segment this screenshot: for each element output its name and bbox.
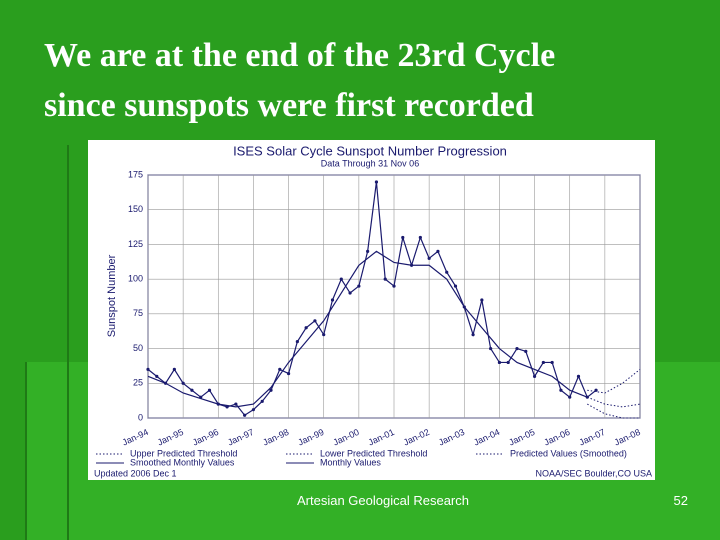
legend-label: Lower Predicted Threshold [320,448,427,458]
data-point [418,235,422,240]
data-point [462,305,466,309]
data-point [436,249,440,253]
data-point [348,291,352,295]
data-point [190,388,194,392]
legend-label: Monthly Values [320,457,381,467]
slide-title: since sunspots were first recorded [44,87,534,124]
data-point [366,249,370,253]
data-point [480,298,484,302]
y-tick-label: 25 [133,378,143,388]
data-point [172,367,176,371]
data-point [146,367,150,371]
data-point [409,263,414,267]
legend-label: Predicted Values (Smoothed) [510,448,627,458]
y-tick-label: 175 [128,169,143,179]
data-point [199,395,203,399]
data-point [243,413,247,417]
legend-label: Smoothed Monthly Values [130,457,235,467]
data-point [576,374,581,378]
data-point [322,333,326,337]
data-point [541,360,545,365]
data-point [471,333,475,337]
data-point [313,319,317,323]
data-point [260,399,264,403]
data-point [427,256,431,260]
data-point [163,381,168,385]
y-tick-label: 125 [128,239,143,249]
y-tick-label: 0 [138,412,143,422]
data-point [155,374,159,378]
footer: Artesian Geological Research [297,493,469,508]
data-point [234,402,238,406]
y-axis-label: Sunspot Number [106,254,118,337]
series-line [587,396,641,408]
series-line [147,181,597,417]
data-point [506,360,510,365]
data-point [269,388,273,392]
data-point [568,395,572,399]
chart-note: NOAA/SEC Boulder,CO USA [535,468,652,478]
data-point [401,235,405,240]
page-number: 52 [674,493,688,508]
series-line [587,403,640,419]
data-point [524,349,528,353]
data-point [594,388,598,392]
data-point [453,284,458,288]
y-tick-label: 150 [128,204,143,214]
data-point [181,381,185,385]
data-point [357,284,361,288]
data-point [251,408,256,412]
data-point [392,284,396,288]
data-point [286,371,291,376]
data-point [207,388,212,392]
data-point [278,367,282,371]
data-point [497,360,502,365]
data-point [445,270,449,274]
chart-title: ISES Solar Cycle Sunspot Number Progress… [233,143,507,158]
data-point [550,360,554,365]
y-tick-label: 50 [133,343,143,353]
chart-background [88,140,655,480]
data-point [216,402,220,406]
data-point [585,395,589,399]
data-point [374,180,379,184]
data-point [489,346,493,351]
data-point [532,374,537,378]
data-point [295,340,299,344]
chart-note: Updated 2006 Dec 1 [94,468,177,478]
data-point [559,388,563,392]
series-line [587,369,641,394]
data-point [339,277,343,281]
data-point [330,298,335,302]
y-tick-label: 75 [133,308,143,318]
data-point [225,405,229,409]
data-point [304,326,308,330]
data-point [515,346,519,351]
slide-title: We are at the end of the 23rd Cycle [44,37,555,74]
data-point [383,277,387,281]
legend-label: Upper Predicted Threshold [130,448,237,458]
chart: ISES Solar Cycle Sunspot Number Progress… [88,140,655,480]
chart-subtitle: Data Through 31 Nov 06 [321,158,419,168]
y-tick-label: 100 [128,274,143,284]
